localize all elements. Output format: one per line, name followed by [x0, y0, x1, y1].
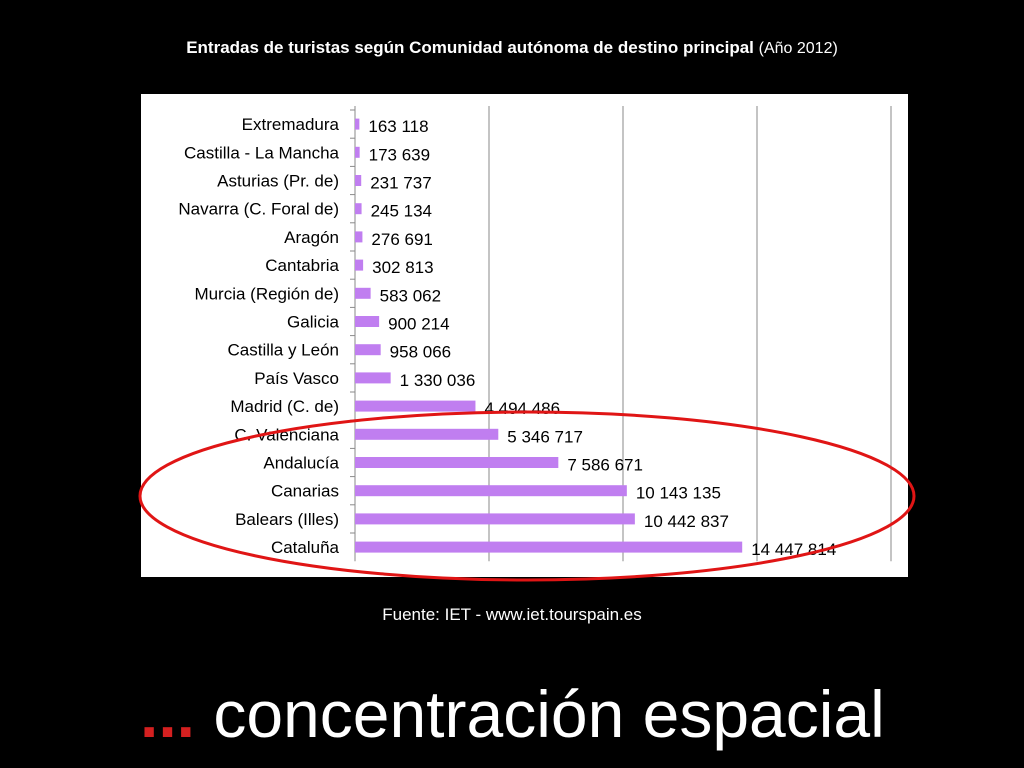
bar [355, 259, 364, 271]
value-label: 245 134 [371, 202, 432, 221]
bar [355, 203, 362, 215]
value-label: 958 066 [390, 343, 451, 362]
plot-panel: Extremadura 163 118 Castilla - La Mancha 17… [141, 94, 908, 577]
bar [355, 175, 362, 186]
value-label: 10 442 837 [644, 512, 729, 531]
bar [355, 485, 627, 497]
category-label: Aragón [284, 228, 339, 247]
value-label: 7 586 671 [567, 456, 643, 475]
bar [355, 372, 391, 384]
bar [355, 513, 635, 525]
bar [355, 287, 371, 299]
category-label: Balears (Illes) [235, 510, 339, 529]
chart-title: Entradas de turistas según Comunidad aut… [0, 38, 1024, 62]
value-label: 4 494 486 [484, 399, 560, 418]
value-label: 276 691 [371, 230, 432, 249]
category-label: Galicia [287, 313, 340, 332]
value-label: 10 143 135 [636, 484, 721, 503]
category-label: Extremadura [242, 115, 340, 134]
category-label: Canarias [271, 482, 339, 501]
slide-caption: ... concentración espacial [140, 666, 885, 762]
bar [355, 231, 363, 243]
bar [355, 118, 360, 130]
category-label: Asturias (Pr. de) [217, 172, 339, 191]
category-label: Cataluña [271, 538, 340, 557]
value-label: 900 214 [388, 315, 449, 334]
value-label: 173 639 [369, 145, 430, 164]
value-label: 1 330 036 [400, 371, 476, 390]
chart-title-year: (Año 2012) [758, 40, 838, 57]
bar [355, 316, 380, 327]
bar [355, 146, 360, 158]
caption-dots: ... [140, 677, 196, 751]
category-label: Castilla - La Mancha [184, 143, 340, 162]
caption-text: concentración espacial [195, 677, 885, 751]
bar-chart: Extremadura 163 118 Castilla - La Mancha 17… [178, 106, 892, 562]
value-label: 5 346 717 [507, 427, 583, 446]
category-label: Murcia (Región de) [194, 284, 339, 303]
bar [355, 400, 476, 412]
category-label: País Vasco [254, 369, 339, 388]
category-label: Andalucía [263, 454, 339, 473]
bar [355, 428, 499, 440]
category-label: Castilla y León [227, 341, 339, 360]
category-label: Madrid (C. de) [230, 397, 339, 416]
bar [355, 541, 743, 553]
value-label: 231 737 [370, 174, 431, 193]
value-label: 163 118 [368, 117, 428, 136]
source-note: Fuente: IET - www.iet.tourspain.es [382, 605, 642, 624]
bar [355, 457, 559, 468]
category-label: C. Valenciana [234, 425, 339, 444]
category-label: Navarra (C. Foral de) [178, 200, 339, 219]
category-label: Cantabria [265, 256, 339, 275]
value-label: 14 447 814 [751, 540, 836, 559]
bar [355, 344, 381, 356]
value-label: 583 062 [380, 286, 441, 305]
value-label: 302 813 [372, 258, 433, 277]
chart-title-main: Entradas de turistas según Comunidad aut… [186, 38, 754, 57]
